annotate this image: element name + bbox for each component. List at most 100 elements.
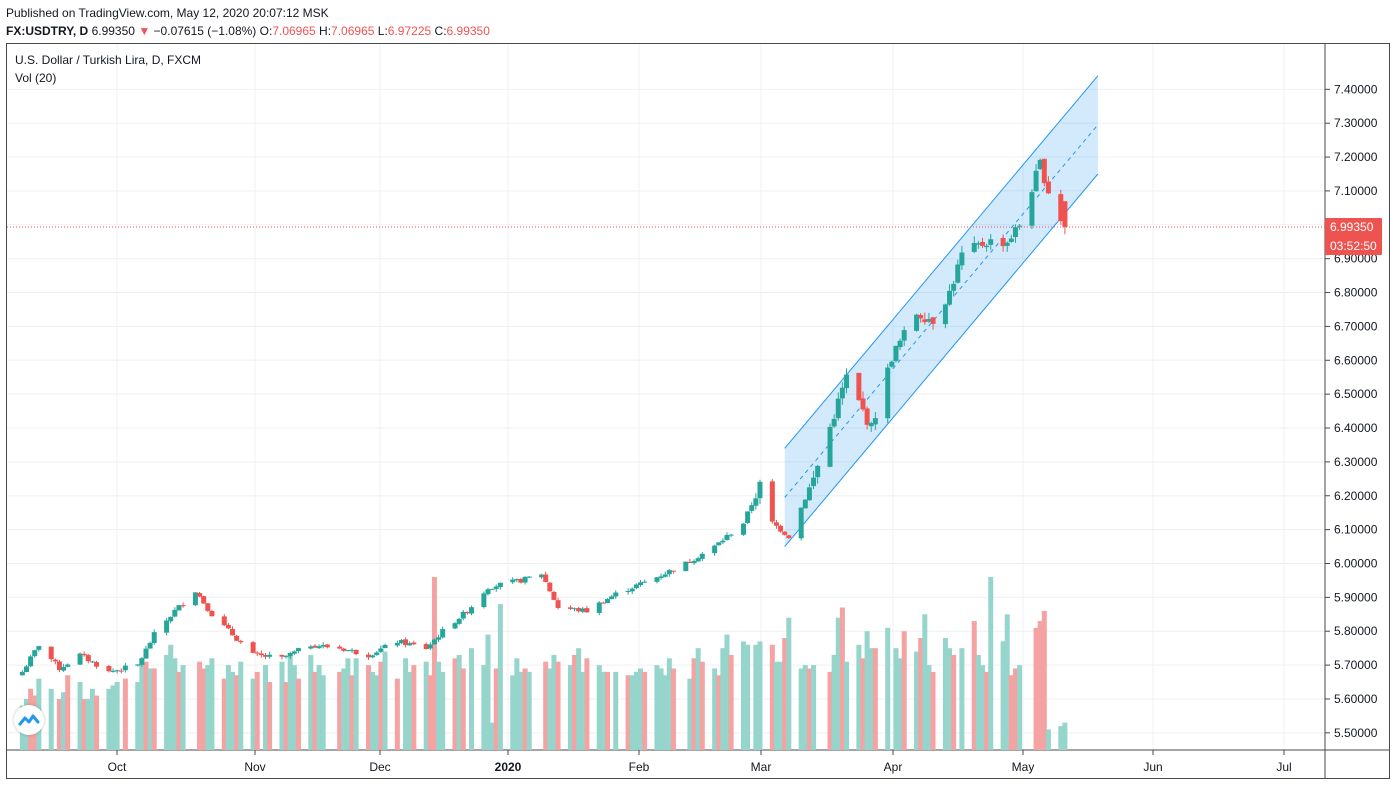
- chart-frame[interactable]: [6, 43, 1390, 779]
- candle-body: [407, 643, 413, 646]
- volume-bar: [291, 665, 297, 750]
- volume-bar: [197, 661, 203, 750]
- volume-bar: [135, 682, 141, 750]
- volume-bar: [341, 668, 347, 750]
- price-tag-value: 6.99350: [1330, 220, 1374, 234]
- candle-body: [844, 374, 850, 389]
- candle-body: [984, 245, 990, 248]
- low-label: L:: [377, 24, 388, 38]
- volume-bar: [48, 688, 54, 750]
- candle-body: [745, 511, 751, 523]
- price-tag: [1325, 218, 1382, 256]
- candle-body: [666, 570, 672, 575]
- y-tick-label: 6.90000: [1334, 252, 1378, 266]
- candle-body: [353, 649, 359, 655]
- volume-bar: [514, 658, 520, 750]
- candle-body: [308, 646, 314, 649]
- candle-body: [1033, 170, 1039, 192]
- candle-body: [176, 605, 182, 611]
- volume-bar: [984, 671, 990, 750]
- candle-body: [205, 603, 211, 611]
- volume-bar: [172, 658, 178, 750]
- volume-bar: [555, 661, 561, 750]
- candle-body: [885, 367, 891, 419]
- candle-body: [366, 654, 372, 658]
- symbol-legend[interactable]: U.S. Dollar / Turkish Lira, D, FXCM: [15, 53, 202, 67]
- volume-bar: [959, 648, 965, 750]
- volume-bar: [1037, 621, 1043, 750]
- candle-body: [1000, 237, 1006, 247]
- volume-bar: [922, 614, 928, 750]
- candle-body: [230, 629, 236, 636]
- candle-body: [147, 642, 153, 649]
- volume-bar: [596, 665, 602, 750]
- volume-bar: [798, 668, 804, 750]
- volume-bar: [407, 671, 413, 750]
- candle-body: [683, 561, 689, 572]
- volume-bar: [267, 682, 273, 750]
- volume-bar: [802, 665, 808, 750]
- volume-bar: [769, 644, 775, 750]
- candle-body: [320, 645, 326, 647]
- candle-body: [180, 605, 186, 607]
- volume-bar: [345, 658, 351, 750]
- candle-body: [988, 239, 994, 245]
- volume-bar: [168, 644, 174, 750]
- volume-bar: [201, 668, 207, 750]
- candle-body: [514, 579, 520, 581]
- candle-body: [922, 319, 928, 323]
- volume-bar: [230, 671, 236, 750]
- volume-bar: [831, 654, 837, 750]
- candle-body: [469, 607, 475, 614]
- candle-body: [914, 314, 920, 331]
- volume-bar: [366, 665, 372, 750]
- candle-body: [19, 671, 25, 676]
- candle-body: [337, 646, 343, 649]
- symbol-label: FX:USDTRY, D: [6, 24, 89, 38]
- volume-bar: [238, 661, 244, 750]
- y-tick-label: 7.20000: [1334, 150, 1378, 164]
- volume-bar: [930, 671, 936, 750]
- volume-bar: [778, 661, 784, 750]
- volume-bar: [835, 617, 841, 750]
- candle-body: [942, 304, 948, 325]
- candle-body: [691, 561, 697, 564]
- volume-bar: [337, 671, 343, 750]
- volume-legend[interactable]: Vol (20): [15, 71, 57, 85]
- candle-body: [580, 608, 586, 612]
- volume-bar: [918, 638, 924, 750]
- volume-bar: [250, 678, 256, 750]
- volume-bar: [868, 648, 874, 750]
- candle-body: [547, 582, 553, 592]
- candle-body: [460, 611, 466, 619]
- volume-bar: [106, 688, 112, 750]
- volume-bar: [176, 671, 182, 750]
- candle-body: [485, 589, 491, 595]
- volume-bar: [893, 648, 899, 750]
- volume-bar: [225, 665, 231, 750]
- candle-body: [164, 620, 170, 633]
- volume-bar: [926, 665, 932, 750]
- candle-body: [670, 570, 676, 572]
- down-arrow-icon: ▼: [138, 24, 151, 38]
- y-tick-label: 6.80000: [1334, 286, 1378, 300]
- candle-body: [753, 498, 759, 506]
- volume-bar: [753, 644, 759, 750]
- volume-bar: [469, 648, 475, 750]
- candle-body: [370, 655, 376, 658]
- candle-body: [1029, 192, 1035, 226]
- volume-bar: [143, 661, 149, 750]
- candle-body: [551, 591, 557, 600]
- volume-bar: [782, 638, 788, 750]
- candle-body: [637, 582, 643, 586]
- candle-body: [411, 642, 417, 645]
- volume-bar: [728, 654, 734, 750]
- candle-body: [316, 646, 322, 649]
- candle-body: [493, 586, 499, 589]
- volume-bar: [773, 661, 779, 750]
- volume-bar: [786, 617, 792, 750]
- candle-body: [951, 283, 957, 291]
- candle-body: [1012, 227, 1018, 238]
- candle-body: [52, 659, 58, 662]
